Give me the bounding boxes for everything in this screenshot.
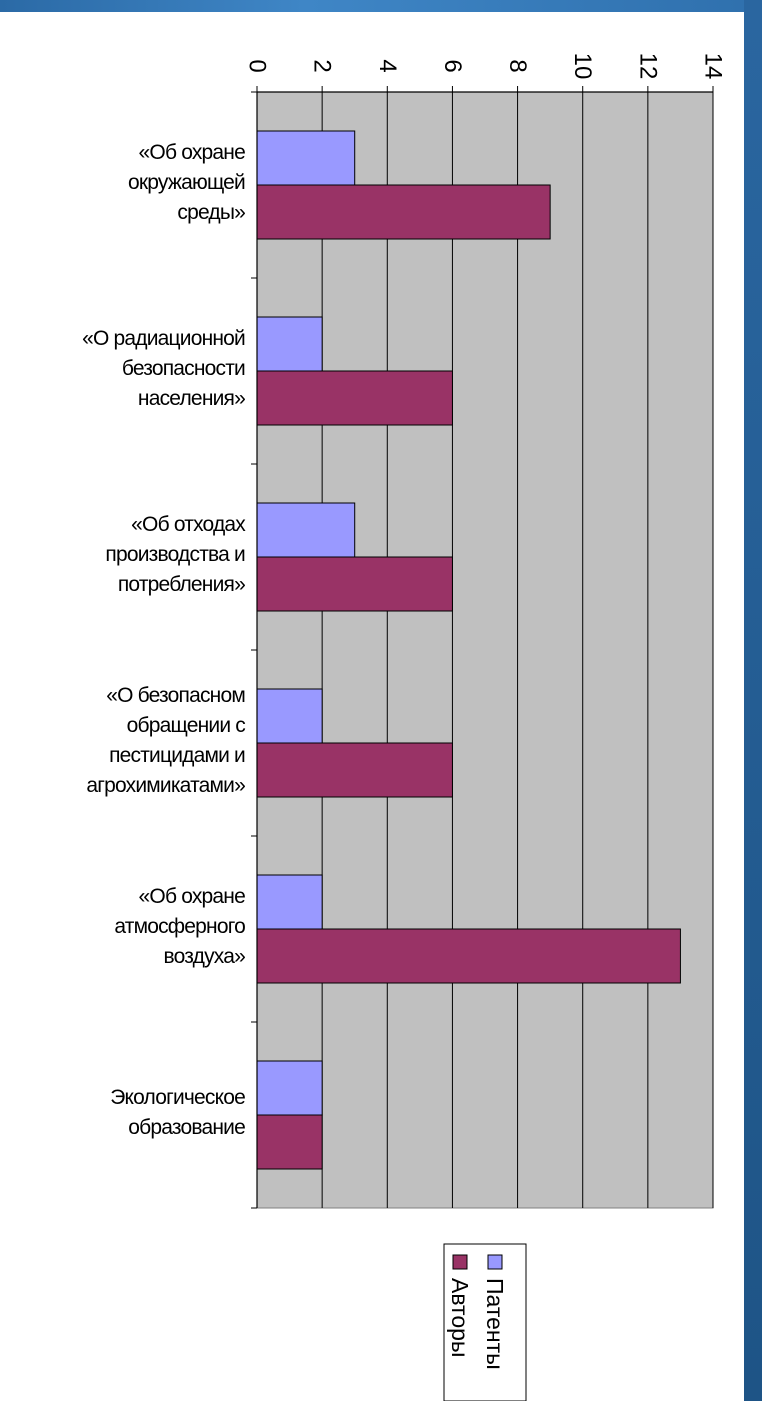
category-label-line: атмосферного [114,915,245,938]
category-label-line: Экологическое [110,1086,246,1109]
category-label-line: безопасности [121,357,246,380]
tick-label: 12 [634,53,661,80]
category-label-line: «Об отходах [131,513,246,536]
bar-authors-1 [256,370,453,426]
tick-label: 8 [504,59,531,72]
category-label-line: образование [128,1116,246,1139]
category-label-line: пестицидами и [109,744,246,767]
category-label-line: «О радиационной [82,327,246,350]
category-label-3: «О безопасном обращении с пестицидами и агр… [0,681,245,801]
bar-patents-0 [256,130,356,186]
category-label-line: окружающей [128,171,246,194]
bar-authors-0 [256,184,551,240]
category-label-5: Экологическое образование [0,1083,246,1143]
category-label-line: воздуха» [163,945,245,968]
tick-label: 6 [439,59,466,72]
category-label-line: потребления» [117,573,246,596]
bar-authors-2 [256,556,453,612]
slide-frame-top [0,0,762,12]
category-label-line: населения» [137,387,246,410]
legend-swatch-0 [487,1254,503,1270]
category-label-line: производства и [105,543,245,566]
bar-authors-4 [256,928,681,984]
tick-labels: 0 2 4 6 8 10 12 14 [244,53,727,80]
category-label-1: «О радиационной безопасности населения» [0,324,246,414]
plot-area [256,91,714,1209]
category-label-line: обращении с [126,714,246,737]
category-label-line: агрохимикатами» [86,774,245,797]
bar-patents-1 [256,316,323,372]
plot-background [256,91,714,1209]
category-label-0: «Об охране окружающей среды» [0,138,246,228]
category-label-4: «Об охране атмосферного воздуха» [0,882,245,972]
slide-frame-right [744,0,762,1401]
bar-patents-2 [256,502,356,558]
bar-patents-5 [256,1060,323,1116]
legend-label-0: Патенты [482,1278,508,1370]
category-label-line: «О безопасном [106,684,246,707]
legend: Патенты Авторы [443,1243,527,1401]
bar-authors-5 [256,1114,323,1170]
tick-label: 10 [569,53,596,80]
bar-patents-3 [256,688,323,744]
gridlines [321,92,714,1208]
category-label-2: «Об отходах производства и потребления» [0,510,245,600]
bar-chart: 0 2 4 6 8 10 12 14 Патенты Авторы [244,53,727,1401]
axes [251,86,714,1209]
legend-swatch-1 [452,1254,468,1270]
tick-label: 0 [244,59,271,72]
bar-authors-3 [256,742,453,798]
tick-label: 14 [700,53,727,80]
category-label-line: «Об охране [138,885,246,908]
tick-label: 2 [309,59,336,72]
category-label-line: «Об охране [138,141,246,164]
bar-patents-4 [256,874,323,930]
bars [256,130,681,1170]
legend-box [443,1243,527,1401]
slide-canvas: 0 2 4 6 8 10 12 14 Патенты Авторы «Об охране окру… [0,12,744,1401]
legend-label-1: Авторы [447,1278,473,1357]
tick-label: 4 [374,59,401,72]
category-label-line: среды» [177,201,245,224]
